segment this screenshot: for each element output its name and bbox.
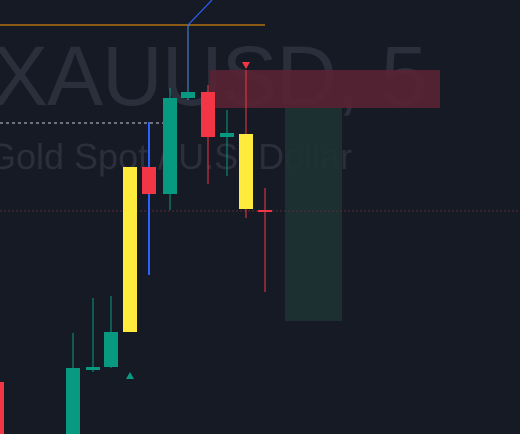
candle-body[interactable] [0,382,4,434]
candle-body-highlighted[interactable] [123,167,137,332]
candle-body[interactable] [104,332,118,367]
candle-body[interactable] [142,167,156,194]
take-profit-zone[interactable] [285,108,342,321]
candle-body[interactable] [163,98,177,194]
candle-body-highlighted[interactable] [239,134,253,209]
candle-body[interactable] [220,133,234,137]
candle-body[interactable] [258,210,272,212]
sell-signal-triangle-icon [242,62,250,69]
blue-trend-line[interactable] [187,0,213,26]
candle-body[interactable] [181,92,195,98]
candle-body[interactable] [86,367,100,370]
candle-body[interactable] [201,92,215,137]
stop-loss-zone[interactable] [210,70,440,108]
buy-signal-triangle-icon [126,372,134,379]
candle-body[interactable] [66,368,80,434]
candles [0,25,272,434]
